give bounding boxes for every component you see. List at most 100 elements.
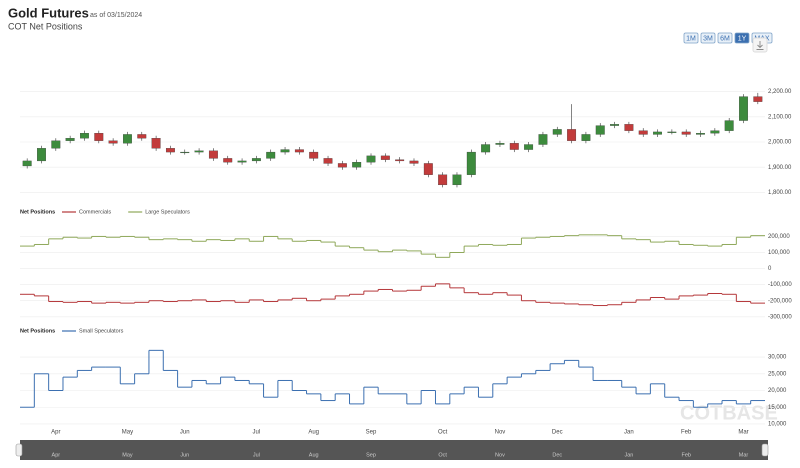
candle-body (223, 158, 233, 163)
navigator-handle-right[interactable] (761, 443, 769, 457)
navigator-label: May (122, 452, 133, 458)
download-icon (756, 41, 764, 50)
download-button[interactable] (752, 37, 768, 53)
y-tick-label: 10,000 (768, 422, 787, 428)
candle-body (466, 151, 476, 175)
candle-body (423, 163, 433, 175)
candle-body (309, 151, 319, 159)
navigator-label: Nov (495, 452, 505, 458)
candle-body (337, 163, 347, 168)
navigator-label: Apr (52, 452, 61, 458)
candle-body (481, 144, 491, 153)
navigator-label: Aug (309, 452, 319, 458)
x-tick-label: Sep (366, 430, 377, 436)
candle-body (194, 150, 204, 153)
navigator-label: Jun (180, 452, 189, 458)
x-tick-label: Apr (51, 430, 60, 436)
navigator-label: Mar (739, 452, 749, 458)
candle-body (552, 129, 562, 135)
navigator-label: Oct (438, 452, 447, 458)
navigator-label: Feb (681, 452, 690, 458)
candle-body (610, 124, 620, 126)
watermark: COTBASE (680, 402, 778, 424)
y-tick-label: 15,000 (768, 405, 787, 411)
x-tick-label: Jul (253, 430, 261, 436)
y-tick-label: 200,000 (768, 234, 790, 240)
x-tick-label: Oct (438, 430, 448, 436)
candle-body (65, 138, 75, 141)
navigator-label: Jan (624, 452, 633, 458)
candle-body (180, 151, 190, 154)
candle-body (524, 144, 534, 150)
candle-body (37, 148, 46, 162)
candle-body (366, 155, 376, 163)
x-tick-label: Jun (180, 430, 190, 436)
candle-body (294, 149, 304, 153)
candle-body (323, 158, 333, 164)
legend-label: Small Speculators (79, 328, 124, 334)
candle-body (80, 133, 89, 139)
candle-body (638, 130, 648, 135)
candle-body (151, 138, 161, 149)
y-tick-label: 1,900.00 (768, 165, 792, 171)
candle-body (710, 130, 720, 134)
x-tick-label: Dec (552, 430, 563, 436)
legend-label: Large Speculators (145, 209, 190, 215)
candle-body (352, 162, 362, 168)
legend-label: Commercials (79, 209, 111, 215)
navigator-handle-left[interactable] (15, 443, 23, 457)
x-tick-label: Jan (624, 430, 634, 436)
y-tick-label: 2,200.00 (768, 89, 792, 95)
navigator-label: Jul (253, 452, 260, 458)
candle-body (595, 125, 605, 135)
range-button-label[interactable]: 3M (703, 35, 713, 42)
as-of: as of 03/15/2024 (90, 12, 142, 19)
candle-body (509, 143, 519, 150)
navigator-label: Dec (552, 452, 562, 458)
candle-body (653, 131, 662, 135)
range-button-box[interactable] (700, 32, 716, 44)
candle-body (395, 159, 405, 162)
y-tick-label: 2,000.00 (768, 140, 792, 146)
candle-body (94, 133, 104, 141)
y-tick-label: -300,000 (768, 314, 792, 320)
candle-body (681, 131, 691, 135)
y-tick-label: 1,800.00 (768, 190, 792, 196)
candle-body (409, 160, 419, 164)
range-button[interactable]: 1M (683, 32, 699, 44)
candle-body (739, 96, 748, 121)
candle-body (137, 134, 147, 139)
range-button-label[interactable]: 6M (720, 35, 730, 42)
candle-body (123, 134, 132, 144)
navigator[interactable] (20, 440, 768, 460)
plots: 1,800.00 1,900.00 2,000.00 2,100.00 2,200.00… (20, 89, 792, 458)
range-button-label[interactable]: 1M (686, 35, 696, 42)
y-tick-label: 0 (768, 266, 772, 272)
candle-body (753, 96, 763, 102)
legend-title: Net Positions (20, 209, 55, 215)
x-tick-label: Nov (495, 430, 506, 436)
x-tick-label: Feb (681, 430, 692, 436)
range-button[interactable]: 1Y (734, 32, 750, 44)
candle-body (438, 174, 448, 186)
y-tick-label: 20,000 (768, 388, 787, 394)
range-button-box[interactable] (717, 32, 733, 44)
candle-body (22, 160, 32, 167)
range-button[interactable]: 3M (700, 32, 716, 44)
x-tick-label: Aug (308, 430, 319, 436)
range-button-box[interactable] (683, 32, 699, 44)
candle-body (280, 149, 290, 153)
candle-body (51, 140, 61, 149)
navigator-label: Sep (366, 452, 376, 458)
y-tick-label: -100,000 (768, 282, 792, 288)
x-tick-label: Mar (738, 430, 748, 436)
candle-body (495, 143, 505, 145)
candle-body (380, 155, 390, 160)
candle-body (667, 131, 677, 133)
range-button[interactable]: 6M (717, 32, 733, 44)
range-button-label[interactable]: 1Y (738, 35, 747, 42)
candle-body (251, 158, 261, 162)
candle-body (567, 129, 577, 141)
range-button-box[interactable] (734, 32, 750, 44)
